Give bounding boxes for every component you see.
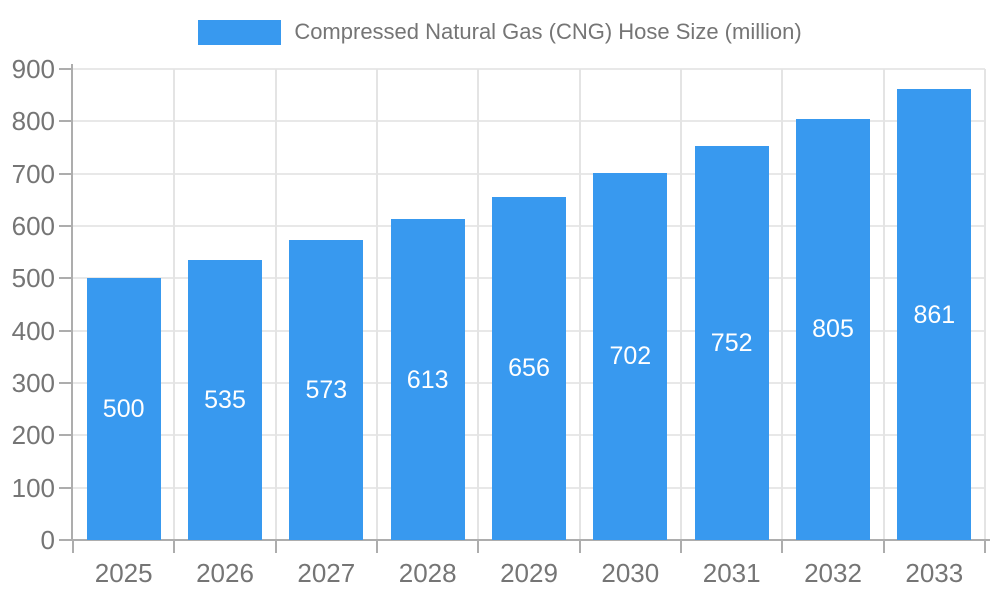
- x-tick: [477, 540, 480, 553]
- bar-value-label: 656: [508, 354, 550, 383]
- y-tick-label: 0: [40, 525, 55, 555]
- y-tick: [59, 277, 73, 280]
- bar[interactable]: [289, 240, 364, 540]
- v-gridline: [274, 69, 277, 540]
- v-gridline: [781, 69, 784, 540]
- y-tick-label: 600: [11, 211, 55, 241]
- legend-swatch: [198, 19, 282, 45]
- y-tick-label: 500: [11, 263, 55, 294]
- y-tick-label: 100: [11, 472, 55, 503]
- bar[interactable]: [694, 146, 769, 540]
- x-category-label: 2028: [398, 558, 457, 588]
- bar[interactable]: [492, 196, 566, 540]
- x-tick: [376, 540, 378, 553]
- y-tick: [59, 434, 73, 437]
- y-tick-label: 700: [11, 158, 55, 189]
- y-tick-label: 800: [11, 106, 55, 137]
- y-tick: [59, 225, 73, 227]
- h-gridline: [73, 172, 985, 175]
- x-category-label: 2025: [94, 558, 153, 588]
- x-category-label: 2029: [500, 558, 558, 588]
- y-axis-line: [71, 64, 73, 540]
- y-tick: [59, 382, 73, 384]
- bar[interactable]: [188, 260, 262, 540]
- x-tick: [882, 540, 885, 553]
- x-category-label: 2027: [297, 558, 356, 588]
- x-tick: [781, 540, 784, 553]
- bar-value-label: 861: [913, 300, 956, 329]
- x-tick: [274, 540, 277, 553]
- chart-legend[interactable]: Compressed Natural Gas (CNG) Hose Size (…: [0, 19, 1000, 45]
- y-tick: [59, 329, 73, 332]
- x-category-label: 2032: [804, 558, 862, 588]
- y-tick: [59, 120, 73, 123]
- bar-value-label: 535: [204, 386, 246, 414]
- v-gridline: [376, 69, 378, 540]
- bar[interactable]: [897, 89, 972, 540]
- x-tick: [173, 540, 176, 553]
- x-category-label: 2030: [601, 558, 660, 588]
- x-category-label: 2033: [905, 558, 964, 588]
- y-tick-label: 400: [11, 315, 55, 346]
- h-gridline: [73, 120, 985, 123]
- v-gridline: [173, 69, 176, 540]
- legend-label: Compressed Natural Gas (CNG) Hose Size (…: [294, 19, 802, 44]
- v-gridline: [882, 69, 885, 540]
- y-tick: [59, 68, 73, 70]
- y-tick-label: 300: [11, 368, 55, 398]
- bar-value-label: 805: [812, 315, 854, 344]
- x-axis-line: [59, 539, 990, 541]
- y-tick-label: 900: [11, 54, 55, 84]
- v-gridline: [680, 69, 682, 540]
- x-tick: [578, 540, 581, 553]
- x-tick: [680, 540, 682, 553]
- y-tick-label: 200: [11, 420, 55, 451]
- bar[interactable]: [86, 278, 161, 540]
- v-gridline: [578, 69, 581, 540]
- h-gridline: [73, 68, 985, 70]
- x-category-label: 2031: [702, 558, 761, 588]
- bar-value-label: 752: [710, 329, 753, 358]
- y-tick: [59, 486, 73, 489]
- v-gridline: [984, 69, 986, 540]
- bar-value-label: 573: [305, 376, 348, 405]
- bar[interactable]: [796, 118, 870, 540]
- bar[interactable]: [390, 219, 465, 540]
- bar[interactable]: [593, 172, 668, 540]
- bar-value-label: 702: [609, 342, 652, 371]
- bar-value-label: 613: [406, 365, 449, 394]
- x-tick: [984, 540, 986, 553]
- bar-value-label: 500: [102, 395, 145, 424]
- v-gridline: [477, 69, 480, 540]
- x-category-label: 2026: [196, 558, 254, 588]
- y-tick: [59, 172, 73, 175]
- x-tick: [72, 540, 74, 553]
